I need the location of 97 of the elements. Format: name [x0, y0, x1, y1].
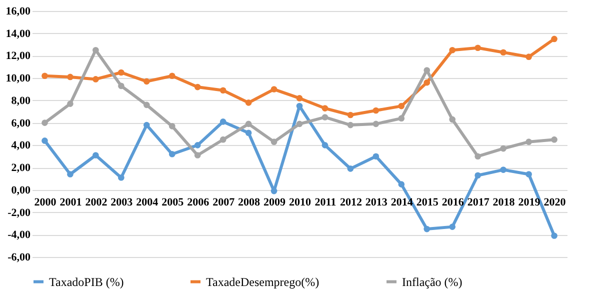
point [42, 72, 48, 80]
point [474, 153, 481, 160]
point [143, 102, 150, 108]
x-tick-label: 2003 [110, 196, 134, 208]
point [322, 142, 328, 148]
y-tick-label: 12,00 [6, 50, 31, 62]
point [398, 115, 405, 122]
x-tick-label: 2020 [544, 196, 566, 208]
point [42, 138, 48, 144]
point [398, 102, 405, 110]
y-tick-label: 6,00 [11, 117, 31, 130]
x-tick-label: 2018 [492, 196, 516, 208]
x-tick-label: 2010 [289, 196, 312, 208]
point [424, 226, 430, 232]
point [143, 78, 150, 85]
x-tick-label: 2015 [416, 196, 439, 208]
point [526, 54, 532, 60]
point [67, 100, 74, 107]
point [347, 166, 354, 172]
point [372, 120, 380, 128]
point [118, 174, 124, 181]
legend-label: TaxadoPIB (%) [49, 274, 124, 289]
point [551, 136, 558, 143]
point [296, 120, 303, 128]
point [245, 120, 252, 128]
point [67, 171, 74, 178]
point [92, 152, 99, 158]
x-tick-label: 2012 [340, 196, 362, 208]
point [551, 36, 558, 42]
point [67, 74, 74, 80]
point [474, 172, 481, 179]
point [296, 102, 303, 110]
y-tick-label: 4,00 [11, 140, 31, 152]
point [372, 107, 380, 114]
point [168, 123, 176, 130]
y-tick-label: 16,00 [6, 6, 31, 18]
x-tick-label: 2006 [187, 196, 210, 208]
point [245, 100, 252, 106]
y-tick-label: 0,00 [11, 184, 31, 196]
point [168, 150, 176, 158]
x-tick-label: 2007 [212, 196, 236, 208]
point [143, 122, 150, 128]
x-tick-label: 2016 [442, 196, 464, 208]
x-tick-label: 2004 [136, 196, 159, 208]
x-tick-label: 2008 [238, 196, 261, 208]
point [42, 120, 48, 126]
x-tick-label: 2000 [34, 196, 57, 208]
point [500, 145, 506, 152]
point [245, 130, 252, 136]
point [270, 138, 278, 145]
point [398, 181, 405, 188]
x-tick-label: 2013 [365, 196, 388, 208]
legend-label: Inflação (%) [402, 274, 462, 289]
point [424, 79, 430, 86]
legend-label: TaxadeDesemprego(%) [206, 274, 320, 289]
point [526, 171, 532, 178]
point [449, 116, 456, 123]
x-tick-label: 2009 [264, 196, 286, 208]
point [168, 72, 176, 80]
point [92, 76, 99, 82]
point [449, 224, 456, 230]
x-tick-label: 2017 [467, 196, 490, 208]
y-tick-label: -4,00 [8, 229, 31, 242]
point [500, 49, 506, 56]
point [270, 188, 278, 194]
point [194, 152, 201, 158]
x-tick-label: 2005 [162, 196, 184, 208]
y-tick-label: 10,00 [6, 72, 31, 85]
point [118, 82, 124, 90]
point [296, 95, 303, 102]
point [220, 118, 226, 125]
point [372, 153, 380, 160]
point [449, 46, 456, 54]
point [194, 142, 201, 148]
point [220, 136, 226, 143]
point [270, 86, 278, 92]
x-tick-label: 2011 [314, 196, 336, 208]
point [322, 114, 328, 120]
y-tick-label: 8,00 [11, 94, 31, 107]
y-tick-label: -6,00 [8, 252, 31, 264]
point [194, 84, 201, 90]
y-tick-label: -2,00 [8, 206, 31, 219]
y-tick-label: 2,00 [11, 162, 31, 174]
y-tick-label: 14,00 [6, 28, 31, 40]
point [551, 232, 558, 239]
point [474, 44, 481, 52]
point [220, 87, 226, 94]
x-tick-label: 2002 [85, 196, 108, 208]
point [92, 46, 99, 54]
point [347, 112, 354, 118]
point [500, 166, 506, 173]
point [347, 122, 354, 128]
point [526, 138, 532, 145]
x-tick-label: 2001 [60, 196, 82, 208]
point [118, 69, 124, 76]
x-tick-label: 2019 [518, 196, 541, 208]
point [322, 105, 328, 112]
